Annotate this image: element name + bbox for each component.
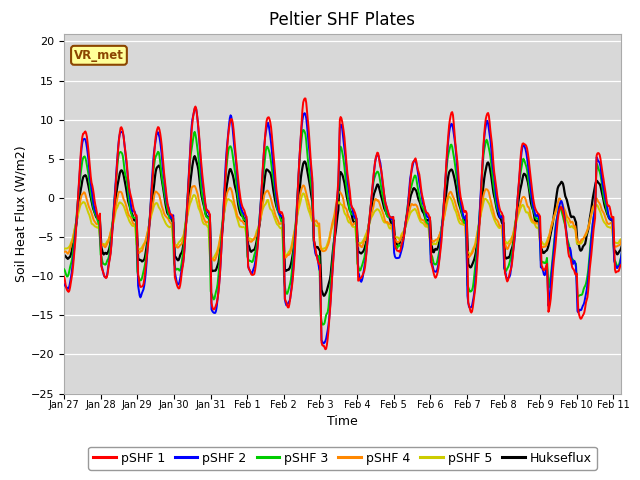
Hukseflux (289, 253, 296, 259)
pSHF 1 (321, 347, 329, 352)
pSHF 5 (129, 223, 136, 229)
pSHF 1 (288, 286, 296, 291)
Line: pSHF 1: pSHF 1 (64, 98, 640, 349)
Line: pSHF 4: pSHF 4 (64, 185, 640, 261)
pSHF 5 (266, 206, 274, 212)
pSHF 2 (191, 105, 199, 110)
pSHF 4 (300, 182, 307, 188)
Hukseflux (60, 252, 68, 258)
pSHF 2 (129, 209, 136, 215)
pSHF 1 (452, 146, 460, 152)
pSHF 4 (419, 217, 427, 223)
pSHF 5 (300, 191, 307, 196)
Hukseflux (129, 213, 136, 219)
pSHF 1 (301, 96, 309, 101)
Hukseflux (191, 153, 198, 159)
pSHF 4 (266, 194, 274, 200)
pSHF 2 (320, 340, 328, 346)
pSHF 4 (211, 258, 218, 264)
Legend: pSHF 1, pSHF 2, pSHF 3, pSHF 4, pSHF 5, Hukseflux: pSHF 1, pSHF 2, pSHF 3, pSHF 4, pSHF 5, … (88, 447, 596, 469)
pSHF 5 (237, 224, 245, 230)
Hukseflux (237, 212, 245, 218)
Y-axis label: Soil Heat Flux (W/m2): Soil Heat Flux (W/m2) (15, 145, 28, 282)
pSHF 4 (237, 218, 245, 224)
pSHF 1 (129, 202, 136, 208)
pSHF 4 (452, 203, 460, 208)
pSHF 3 (266, 150, 273, 156)
pSHF 3 (419, 205, 427, 211)
pSHF 2 (266, 133, 274, 139)
pSHF 5 (60, 246, 68, 252)
Hukseflux (266, 170, 274, 176)
pSHF 3 (300, 127, 307, 133)
pSHF 1 (266, 116, 273, 122)
pSHF 2 (452, 150, 460, 156)
pSHF 3 (237, 207, 244, 213)
pSHF 2 (237, 206, 245, 212)
Title: Peltier SHF Plates: Peltier SHF Plates (269, 11, 415, 29)
pSHF 4 (129, 220, 136, 226)
Hukseflux (452, 184, 460, 190)
Text: VR_met: VR_met (74, 49, 124, 62)
pSHF 3 (288, 270, 296, 276)
pSHF 5 (419, 220, 427, 226)
pSHF 3 (129, 214, 136, 220)
pSHF 4 (60, 249, 68, 255)
pSHF 5 (289, 238, 296, 244)
pSHF 2 (60, 281, 68, 287)
pSHF 4 (289, 241, 296, 247)
Hukseflux (320, 293, 328, 299)
Line: pSHF 5: pSHF 5 (64, 193, 640, 260)
pSHF 3 (60, 266, 68, 272)
pSHF 3 (452, 169, 460, 175)
Line: Hukseflux: Hukseflux (64, 156, 640, 296)
pSHF 1 (60, 274, 68, 279)
Hukseflux (419, 209, 427, 215)
pSHF 3 (319, 322, 327, 327)
pSHF 1 (237, 196, 244, 202)
pSHF 5 (207, 257, 215, 263)
pSHF 1 (419, 197, 427, 203)
Line: pSHF 3: pSHF 3 (64, 130, 640, 324)
pSHF 5 (452, 209, 460, 215)
pSHF 2 (419, 201, 427, 207)
pSHF 2 (289, 276, 296, 281)
X-axis label: Time: Time (327, 415, 358, 429)
Line: pSHF 2: pSHF 2 (64, 108, 640, 343)
